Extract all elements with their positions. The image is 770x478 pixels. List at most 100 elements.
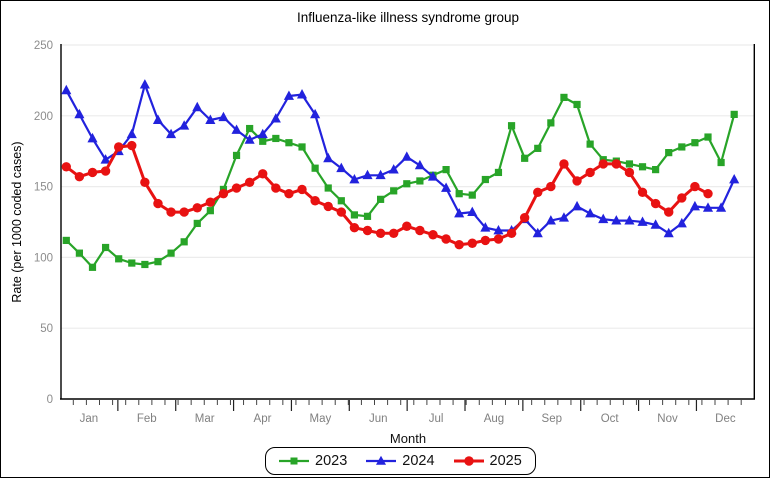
data-point (375, 169, 386, 180)
axes-spines (60, 44, 755, 400)
data-point (546, 181, 556, 192)
data-point (270, 113, 281, 123)
data-point (676, 217, 687, 228)
data-point (650, 219, 661, 229)
x-ticks (72, 400, 742, 411)
month-label: Feb (137, 413, 157, 425)
data-point (441, 234, 451, 244)
data-point (244, 177, 255, 188)
data-point (598, 213, 609, 224)
data-point (179, 120, 190, 130)
data-point (729, 174, 740, 184)
data-point (179, 207, 189, 217)
data-point (350, 211, 359, 219)
data-point (389, 228, 399, 239)
y-tick-label: 50 (40, 323, 53, 335)
data-point (74, 171, 85, 182)
legend-marker-circle-icon (453, 456, 484, 466)
data-point (665, 149, 673, 157)
data-point (560, 93, 568, 101)
data-point (534, 144, 542, 152)
data-point (258, 169, 268, 179)
data-point (401, 151, 412, 161)
data-point (414, 159, 425, 170)
data-point (519, 213, 530, 223)
data-point (455, 190, 463, 198)
month-label: Apr (254, 413, 272, 425)
series-2025 (61, 140, 713, 250)
data-point (62, 236, 70, 245)
data-point (416, 177, 424, 185)
legend-item-2023: 2023 (279, 454, 347, 469)
month-label: May (309, 413, 331, 425)
y-tick-label: 200 (34, 111, 53, 123)
month-label: Nov (657, 413, 678, 425)
data-point (337, 197, 345, 205)
data-point (362, 225, 373, 236)
month-label: Mar (195, 413, 215, 425)
legend-label: 2023 (315, 452, 348, 469)
data-point (442, 166, 450, 174)
data-point (192, 203, 202, 213)
data-point (87, 167, 98, 178)
data-point (205, 114, 216, 124)
chart-title: Influenza-like illness syndrome group (296, 10, 520, 25)
data-point (611, 159, 622, 169)
data-point (285, 139, 293, 147)
data-point (547, 119, 555, 127)
month-label: Jul (429, 413, 444, 425)
data-point (624, 215, 635, 225)
data-point (127, 140, 137, 151)
data-point (691, 139, 699, 147)
data-point (296, 89, 308, 99)
data-point (87, 132, 98, 143)
data-point (101, 243, 110, 252)
data-point (283, 90, 294, 100)
data-point (611, 215, 622, 225)
data-point (336, 162, 347, 173)
data-point (206, 207, 214, 215)
data-point (507, 122, 516, 130)
data-point (141, 260, 149, 269)
data-point (506, 228, 517, 239)
data-point (126, 128, 137, 139)
series-line (65, 83, 736, 235)
data-point (454, 207, 465, 218)
data-point (638, 163, 647, 171)
data-point (205, 197, 216, 207)
data-point (218, 188, 229, 199)
legend-item-2025: 2025 (453, 454, 522, 469)
data-point (585, 207, 596, 218)
data-point (624, 167, 635, 178)
y-tick-labels: 0 50 100 150 200 250 (34, 40, 53, 406)
data-point (375, 228, 386, 239)
y-tick-label: 150 (34, 182, 53, 194)
data-point (297, 184, 307, 195)
month-label: Aug (484, 413, 504, 425)
data-point (218, 111, 229, 122)
series-2024 (61, 79, 740, 238)
month-label: Jan (80, 413, 99, 425)
data-point (349, 174, 360, 184)
data-point (493, 224, 504, 235)
data-point (257, 128, 268, 139)
data-point (61, 84, 72, 95)
y-tick-label: 250 (34, 40, 53, 52)
x-axis-title: Month (389, 431, 427, 446)
data-point (259, 137, 267, 145)
data-point (232, 151, 241, 160)
data-point (349, 222, 360, 233)
legend-item-2024: 2024 (366, 454, 435, 469)
y-tick-label: 100 (34, 252, 53, 264)
data-point (284, 188, 294, 199)
data-point (689, 200, 700, 211)
data-point (468, 191, 476, 199)
data-point (703, 188, 713, 199)
data-point (625, 160, 634, 168)
data-point (310, 196, 320, 206)
data-point (663, 227, 674, 238)
data-point (585, 167, 595, 178)
month-label: Sep (542, 413, 562, 425)
data-point (231, 124, 242, 134)
